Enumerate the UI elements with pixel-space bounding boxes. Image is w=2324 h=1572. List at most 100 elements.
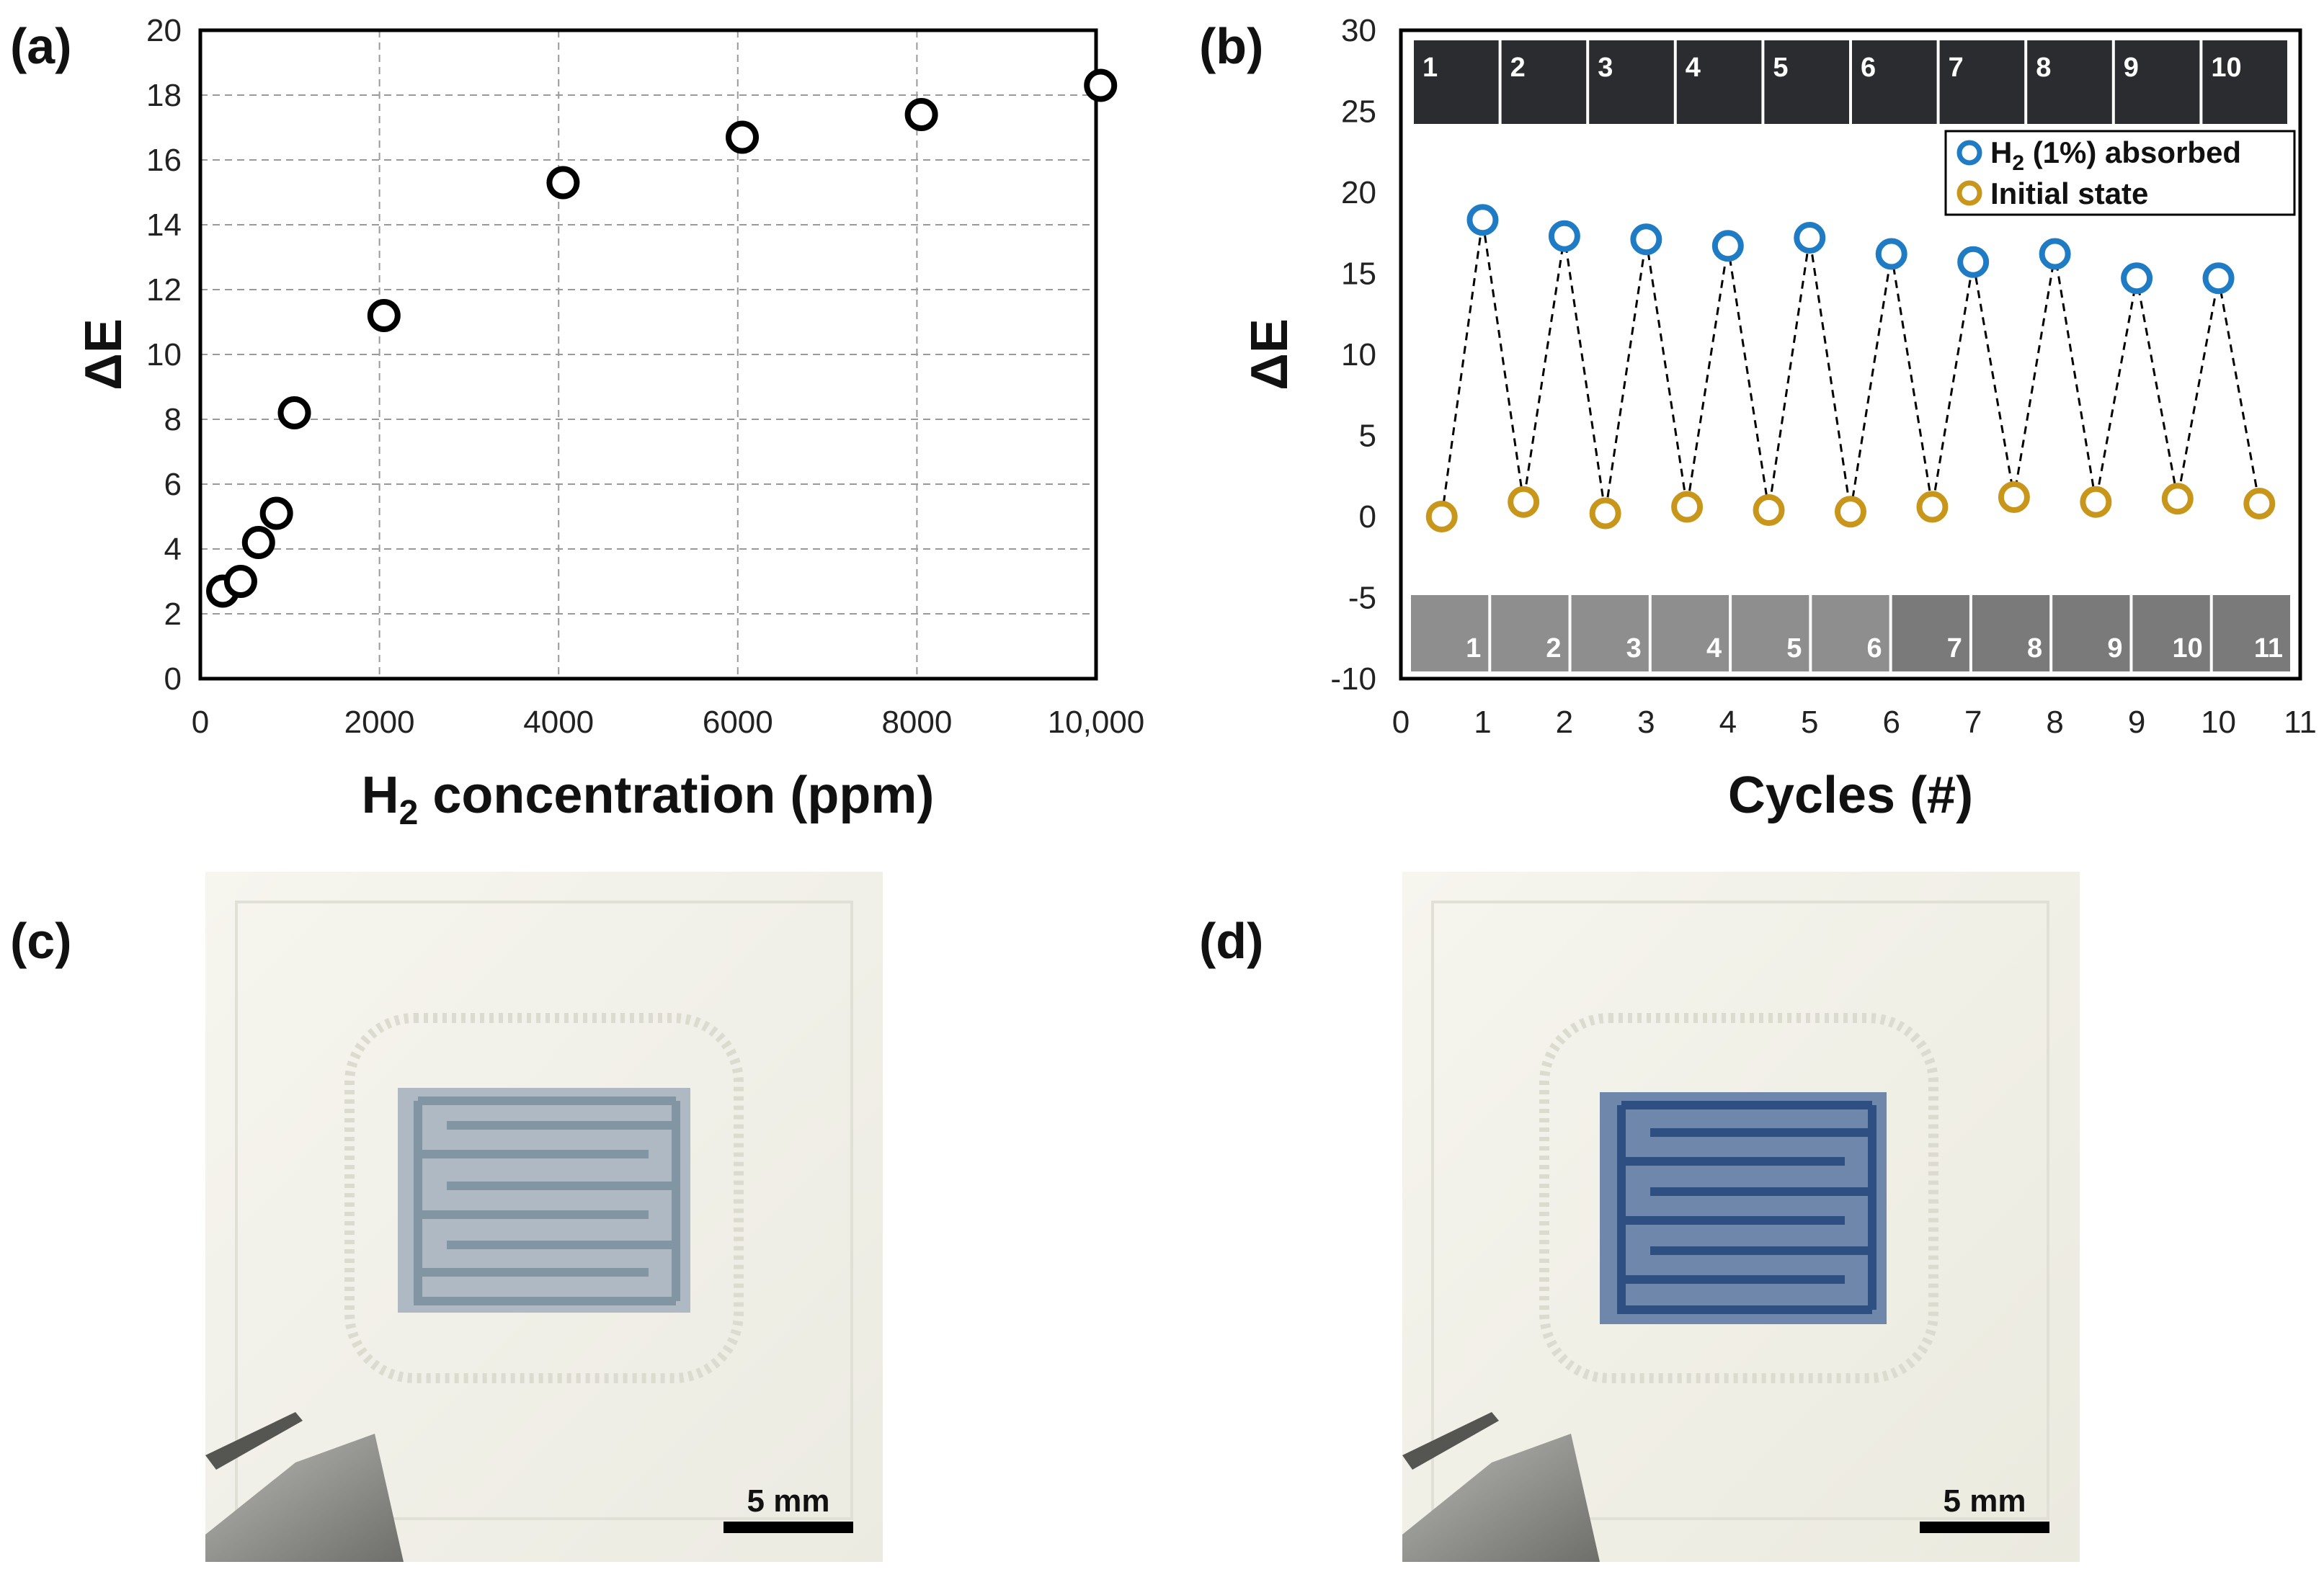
x-tick-label: 10,000 bbox=[1048, 705, 1145, 740]
strip-tile-label: 7 bbox=[1949, 53, 1964, 83]
x-tick-label: 6000 bbox=[703, 705, 773, 740]
strip-tile-label: 11 bbox=[2254, 633, 2283, 664]
panel-label-c: (c) bbox=[10, 913, 72, 969]
scale-bar bbox=[1920, 1522, 2049, 1533]
photo-d: 5 mm bbox=[1402, 872, 2080, 1562]
strip-tile-label: 4 bbox=[1706, 633, 1722, 664]
y-tick-label: 10 bbox=[146, 337, 182, 372]
data-point bbox=[241, 526, 275, 559]
data-point bbox=[904, 98, 938, 131]
strip-tile bbox=[1411, 595, 1489, 671]
plot-frame bbox=[198, 28, 1098, 681]
y-tick-label: 4 bbox=[164, 532, 182, 567]
x-axis-ticks: 0 1 2 3 4 5 6 7 8 9 10 11 bbox=[1392, 705, 2317, 740]
y-axis-ticks: 0 2 4 6 8 10 12 14 16 18 20 bbox=[146, 13, 182, 697]
x-tick-label: 2 bbox=[1556, 705, 1573, 740]
data-point bbox=[1084, 68, 1118, 102]
x-tick-label: 3 bbox=[1637, 705, 1655, 740]
data-points bbox=[1425, 204, 2276, 532]
initial-point bbox=[2080, 486, 2112, 518]
x-tick-label: 8 bbox=[2046, 705, 2063, 740]
top-photo-strip: 1 2 3 4 5 6 7 8 9 10 bbox=[1414, 40, 2287, 124]
y-tick-label: 5 bbox=[1359, 419, 1376, 454]
strip-tile-label: 10 bbox=[2172, 633, 2202, 664]
strip-tile bbox=[2027, 40, 2112, 124]
probe-clip bbox=[205, 1434, 404, 1562]
initial-point bbox=[1589, 497, 1621, 530]
data-point bbox=[546, 166, 580, 200]
x-tick-label: 10 bbox=[2201, 705, 2236, 740]
y-tick-label: 20 bbox=[1341, 175, 1376, 210]
y-tick-label: 25 bbox=[1341, 94, 1376, 130]
data-point bbox=[277, 396, 311, 429]
initial-point bbox=[1753, 494, 1785, 526]
strip-tile bbox=[2202, 40, 2287, 124]
scale-bar bbox=[724, 1522, 853, 1533]
interdigitated-electrode bbox=[414, 1097, 680, 1305]
strip-tile-label: 6 bbox=[1861, 53, 1876, 83]
strip-tile bbox=[1651, 595, 1729, 671]
substrate-edge bbox=[1431, 901, 2049, 1520]
y-axis-ticks: -10 -5 0 5 10 15 20 25 30 bbox=[1330, 13, 1376, 697]
substrate-edge bbox=[235, 901, 853, 1520]
initial-point bbox=[1508, 486, 1540, 518]
absorbed-point bbox=[1548, 220, 1580, 252]
strip-tile-label: 2 bbox=[1546, 633, 1561, 664]
strip-tile-label: 7 bbox=[1947, 633, 1962, 664]
y-tick-label: 6 bbox=[164, 467, 182, 502]
x-tick-label: 2000 bbox=[344, 705, 415, 740]
initial-point bbox=[1671, 491, 1704, 523]
bottom-photo-strip: 1 2 3 4 5 6 7 8 9 10 11 bbox=[1411, 595, 2290, 671]
x-tick-label: 9 bbox=[2128, 705, 2145, 740]
strip-tile-label: 5 bbox=[1786, 633, 1802, 664]
plot-frame bbox=[1399, 28, 2302, 681]
absorbed-point bbox=[2121, 262, 2153, 295]
x-tick-label: 11 bbox=[2284, 705, 2317, 740]
legend-box bbox=[1944, 130, 2296, 216]
strip-tile bbox=[1589, 40, 1674, 124]
strip-tile-label: 5 bbox=[1773, 53, 1788, 83]
x-tick-label: 4000 bbox=[523, 705, 594, 740]
strip-tile bbox=[1764, 40, 1849, 124]
strip-tile-label: 8 bbox=[2027, 633, 2042, 664]
strip-tile bbox=[1852, 40, 1937, 124]
x-tick-label: 0 bbox=[1392, 705, 1410, 740]
y-tick-label: 16 bbox=[146, 143, 182, 178]
strip-tile bbox=[2212, 595, 2290, 671]
y-axis-title: ΔE bbox=[1241, 318, 1299, 390]
x-tick-label: 8000 bbox=[881, 705, 952, 740]
probe-tip bbox=[1402, 1412, 1499, 1470]
x-tick-label: 4 bbox=[1719, 705, 1737, 740]
cycle-connector-line bbox=[1441, 220, 2261, 517]
y-tick-label: -10 bbox=[1330, 661, 1376, 697]
x-axis-ticks: 0 2000 4000 6000 8000 10,000 bbox=[192, 705, 1145, 740]
strip-tile-label: 6 bbox=[1866, 633, 1882, 664]
data-point bbox=[726, 120, 760, 154]
y-tick-label: 0 bbox=[1359, 499, 1376, 535]
legend: H2 (1%) absorbed Initial state bbox=[1944, 130, 2296, 216]
initial-point bbox=[2243, 488, 2276, 519]
strip-tile bbox=[1732, 595, 1809, 671]
legend-label-absorbed: H2 (1%) absorbed bbox=[1990, 135, 2241, 175]
panel-label-a: (a) bbox=[10, 18, 72, 74]
strip-tile bbox=[1892, 595, 1969, 671]
absorbed-point bbox=[1875, 238, 1907, 270]
y-tick-label: 8 bbox=[164, 402, 182, 437]
y-tick-label: 18 bbox=[146, 78, 182, 113]
strip-tile bbox=[1501, 40, 1587, 124]
strip-tile-label: 9 bbox=[2107, 633, 2122, 664]
absorbed-point bbox=[1466, 204, 1499, 236]
absorbed-point bbox=[2202, 262, 2235, 295]
panel-label-d: (d) bbox=[1199, 913, 1263, 969]
data-point bbox=[223, 565, 257, 598]
legend-marker-initial bbox=[1956, 180, 1982, 206]
y-tick-label: 12 bbox=[146, 272, 182, 308]
data-point bbox=[259, 496, 293, 530]
strip-tile-label: 8 bbox=[2036, 53, 2051, 83]
initial-point bbox=[1835, 496, 1866, 528]
y-tick-label: 14 bbox=[146, 207, 182, 243]
initial-point bbox=[1916, 491, 1949, 523]
strip-tile bbox=[1676, 40, 1762, 124]
x-tick-label: 1 bbox=[1474, 705, 1491, 740]
sensor-pad bbox=[1600, 1092, 1887, 1324]
